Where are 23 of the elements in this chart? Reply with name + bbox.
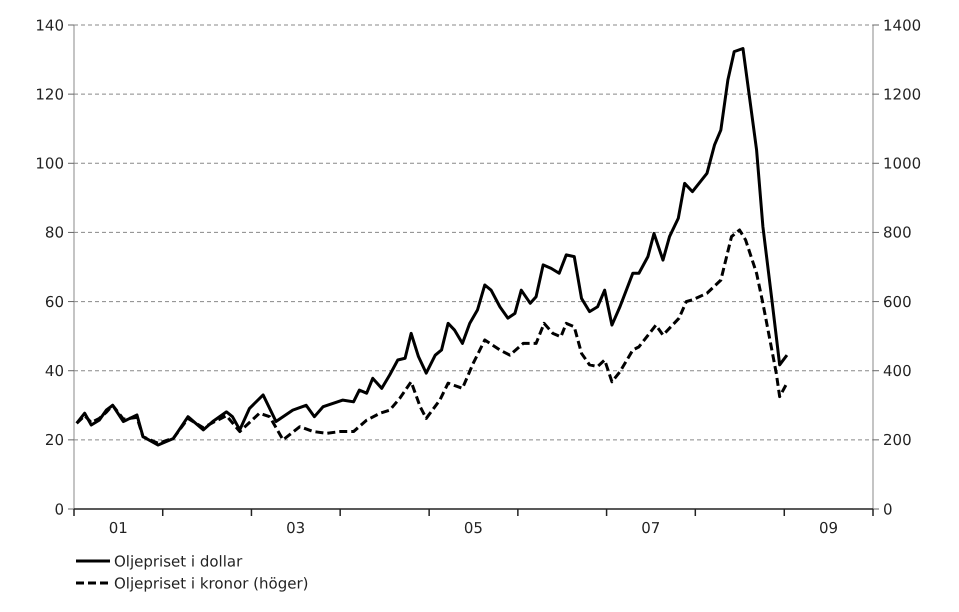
x-tick-label: 05 <box>464 519 483 537</box>
y-tick-label: 0 <box>54 500 64 518</box>
y2-tick-label: 0 <box>883 500 893 518</box>
legend-label: Oljepriset i dollar <box>114 552 244 570</box>
x-tick-label: 01 <box>108 519 128 537</box>
y-tick-label: 80 <box>44 224 64 242</box>
y-tick-label: 60 <box>44 292 64 311</box>
x-tick-label: 09 <box>818 519 838 537</box>
y-tick-label: 140 <box>35 16 64 34</box>
y2-tick-label: 200 <box>883 431 912 450</box>
y-tick-label: 120 <box>35 85 64 104</box>
x-tick-label: 07 <box>641 519 660 537</box>
x-tick-label: 03 <box>286 519 306 537</box>
legend-label: Oljepriset i kronor (höger) <box>114 574 308 592</box>
y2-tick-label: 1400 <box>883 16 922 34</box>
y-tick-label: 40 <box>44 362 64 380</box>
y2-tick-label: 1200 <box>883 85 922 104</box>
y2-tick-label: 1000 <box>883 154 922 173</box>
y-tick-label: 20 <box>44 431 64 450</box>
y2-tick-label: 600 <box>883 292 912 311</box>
y-tick-label: 100 <box>35 154 64 173</box>
y2-tick-label: 400 <box>883 362 912 380</box>
y2-tick-label: 800 <box>883 224 912 242</box>
